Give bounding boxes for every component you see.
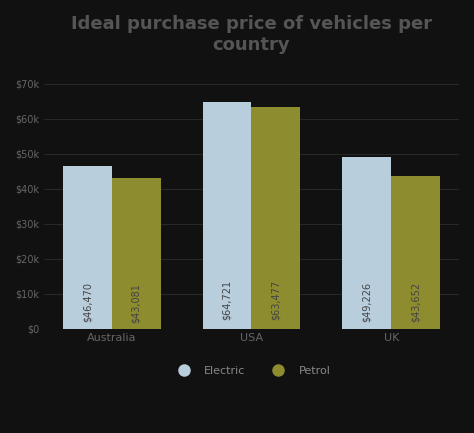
Legend: Electric, Petrol: Electric, Petrol — [168, 362, 335, 381]
Bar — [342, 157, 391, 329]
Text: $64,721: $64,721 — [222, 279, 232, 320]
Text: $46,470: $46,470 — [82, 282, 92, 322]
Bar — [252, 107, 301, 329]
Text: $43,081: $43,081 — [131, 283, 141, 323]
Text: $63,477: $63,477 — [271, 280, 281, 320]
Text: $49,226: $49,226 — [362, 281, 372, 322]
Bar — [391, 176, 440, 329]
Title: Ideal purchase price of vehicles per
country: Ideal purchase price of vehicles per cou… — [71, 15, 432, 54]
Bar — [202, 102, 252, 329]
Text: $43,652: $43,652 — [410, 282, 421, 323]
Bar — [112, 178, 161, 329]
Bar — [63, 166, 112, 329]
